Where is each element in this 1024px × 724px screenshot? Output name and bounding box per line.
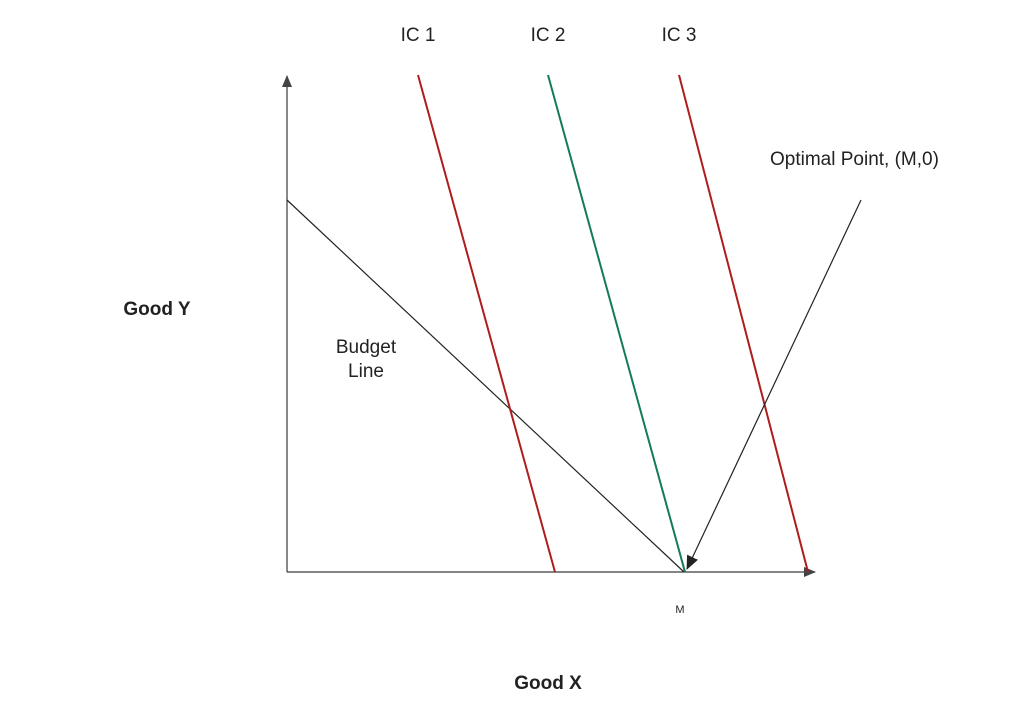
budget-line-label-1: Budget (336, 337, 397, 358)
optimal-point-label: Optimal Point, (M,0) (770, 149, 939, 170)
y-axis-title: Good Y (123, 299, 191, 320)
budget-line-label-2: Line (348, 361, 384, 382)
optimal-point-arrow (686, 199, 862, 570)
x-axis-title: Good X (514, 673, 582, 694)
ic3-label: IC 3 (662, 25, 697, 46)
m-tick-label: M (675, 604, 684, 616)
budget-line (286, 199, 685, 573)
ic1-label: IC 1 (401, 25, 436, 46)
ic1-curve (417, 74, 556, 573)
ic3-curve (678, 74, 809, 573)
ic2-label: IC 2 (531, 25, 566, 46)
ic2-curve (547, 74, 686, 573)
